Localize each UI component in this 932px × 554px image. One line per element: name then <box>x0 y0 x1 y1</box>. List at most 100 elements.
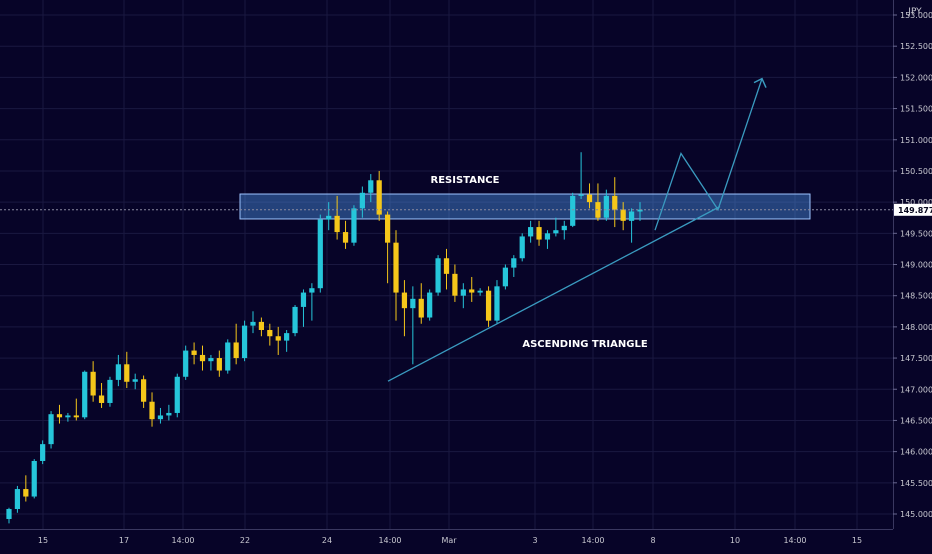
bull-candle <box>225 342 230 370</box>
price-tick-label: 150.500 <box>900 167 932 176</box>
bear-candle <box>124 364 129 381</box>
bull-candle <box>48 414 53 444</box>
bear-candle <box>444 258 449 274</box>
time-tick-label: 24 <box>322 536 332 545</box>
bull-candle <box>562 226 567 230</box>
bull-candle <box>545 233 550 239</box>
bull-candle <box>494 286 499 320</box>
bear-candle <box>23 489 28 496</box>
time-tick-label: 10 <box>730 536 740 545</box>
bear-candle <box>267 330 272 336</box>
bear-candle <box>217 358 222 370</box>
bull-candle <box>116 364 121 380</box>
time-tick-label: 15 <box>38 536 48 545</box>
bull-candle <box>478 291 483 293</box>
price-tick-label: 152.000 <box>900 73 932 82</box>
price-tick-label: 151.000 <box>900 136 932 145</box>
bear-candle <box>621 210 626 221</box>
bull-candle <box>166 413 171 415</box>
bull-candle <box>427 293 432 318</box>
bull-candle <box>301 293 306 307</box>
bull-candle <box>15 489 20 509</box>
price-tick-label: 148.500 <box>900 292 932 301</box>
bull-candle <box>410 299 415 308</box>
bear-candle <box>452 274 457 296</box>
bull-candle <box>570 196 575 226</box>
bull-candle <box>292 307 297 333</box>
bear-candle <box>385 215 390 243</box>
bull-candle <box>326 216 331 220</box>
bear-candle <box>74 415 79 417</box>
price-tick-label: 148.000 <box>900 323 932 332</box>
bull-candle <box>435 258 440 292</box>
bear-candle <box>191 351 196 355</box>
price-tick-label: 146.000 <box>900 448 932 457</box>
time-tick-label: 14:00 <box>378 536 401 545</box>
bull-candle <box>107 380 112 403</box>
bear-candle <box>276 336 281 340</box>
price-tick-label: 146.500 <box>900 416 932 425</box>
bull-candle <box>553 230 558 233</box>
bull-candle <box>604 196 609 218</box>
bear-candle <box>393 243 398 293</box>
bear-candle <box>259 322 264 330</box>
bull-candle <box>351 208 356 242</box>
bear-candle <box>402 293 407 309</box>
bull-candle <box>368 180 373 192</box>
last-price-value: 149.877 <box>898 206 932 215</box>
price-tick-label: 149.000 <box>900 261 932 270</box>
time-tick-label: Mar <box>441 536 457 545</box>
ascending-triangle-label: ASCENDING TRIANGLE <box>522 339 647 350</box>
bear-candle <box>57 414 62 417</box>
bull-candle <box>242 326 247 358</box>
time-tick-label: 22 <box>240 536 250 545</box>
bear-candle <box>335 216 340 232</box>
bull-candle <box>133 379 138 381</box>
bear-candle <box>99 395 104 402</box>
time-tick-label: 8 <box>650 536 655 545</box>
bull-candle <box>629 211 634 220</box>
bull-candle <box>158 415 163 419</box>
time-tick-label: 14:00 <box>581 536 604 545</box>
bull-candle <box>309 288 314 292</box>
resistance-zone-layer <box>240 194 810 219</box>
bear-candle <box>419 299 424 318</box>
bull-candle <box>183 351 188 377</box>
bull-candle <box>175 377 180 413</box>
bull-candle <box>520 236 525 258</box>
time-tick-label: 15 <box>852 536 862 545</box>
bear-candle <box>141 379 146 401</box>
resistance-label: RESISTANCE <box>431 175 500 186</box>
bull-candle <box>32 461 37 497</box>
bear-candle <box>536 227 541 239</box>
bear-candle <box>486 291 491 321</box>
price-tick-label: 152.500 <box>900 42 932 51</box>
time-tick-label: 3 <box>532 536 537 545</box>
bull-candle <box>250 322 255 326</box>
price-tick-label: 145.500 <box>900 479 932 488</box>
bull-candle <box>503 268 508 287</box>
bull-candle <box>511 258 516 267</box>
bull-candle <box>578 195 583 196</box>
bull-candle <box>360 193 365 209</box>
bull-candle <box>461 289 466 295</box>
bull-candle <box>208 358 213 361</box>
time-tick-label: 14:00 <box>171 536 194 545</box>
bull-candle <box>318 220 323 289</box>
bull-candle <box>284 333 289 340</box>
time-tick-label: 17 <box>119 536 129 545</box>
bear-candle <box>200 355 205 361</box>
time-tick-label: 14:00 <box>783 536 806 545</box>
bull-candle <box>65 415 70 417</box>
bear-candle <box>343 232 348 243</box>
bear-candle <box>149 402 154 419</box>
bull-candle <box>82 372 87 418</box>
bull-candle <box>40 444 45 461</box>
bear-candle <box>587 195 592 202</box>
price-tick-label: 149.500 <box>900 229 932 238</box>
price-tick-label: 151.500 <box>900 105 932 114</box>
price-tick-label: 145.000 <box>900 510 932 519</box>
